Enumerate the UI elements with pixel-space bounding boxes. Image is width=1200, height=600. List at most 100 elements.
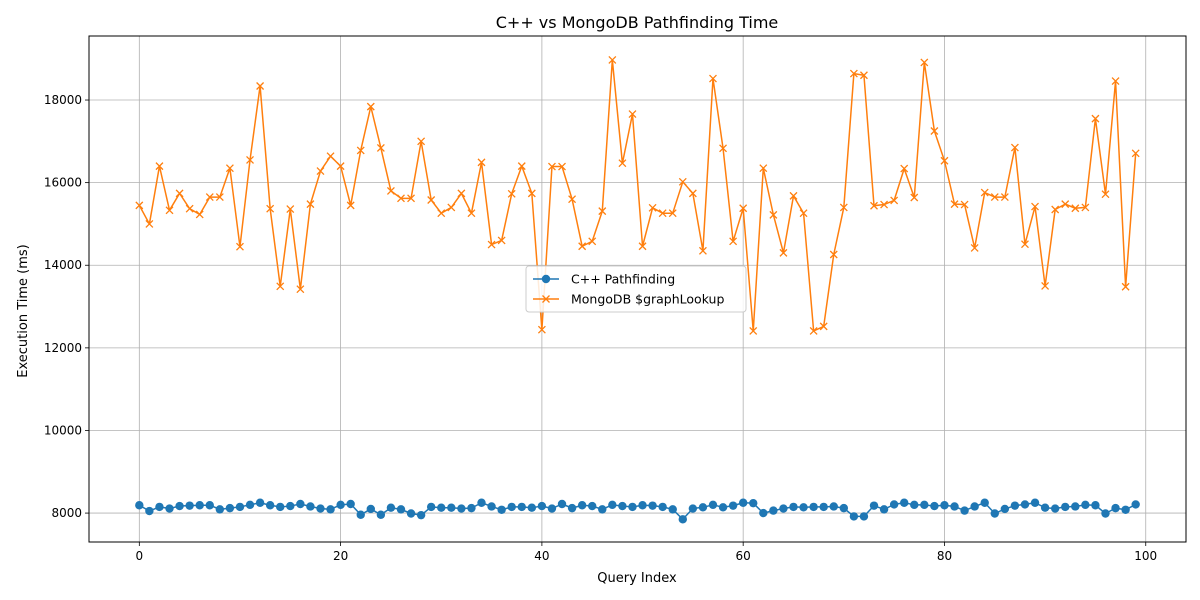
- series-group: [135, 55, 1140, 524]
- data-point: [1061, 200, 1070, 209]
- data-point: [1041, 281, 1050, 290]
- legend-marker: [542, 295, 550, 303]
- data-point: [920, 500, 929, 510]
- data-point: [779, 248, 788, 257]
- data-point: [547, 504, 557, 513]
- data-point: [286, 205, 295, 214]
- data-point: [729, 237, 738, 246]
- data-point: [507, 189, 516, 198]
- data-point: [910, 193, 919, 202]
- data-point: [628, 110, 637, 119]
- data-point: [869, 501, 879, 510]
- data-point: [738, 498, 748, 507]
- y-tick-label: 16000: [44, 176, 82, 190]
- data-point: [155, 162, 164, 171]
- data-point: [708, 500, 718, 510]
- data-point: [1050, 504, 1060, 513]
- data-point: [658, 209, 667, 218]
- legend-label: MongoDB $graphLookup: [571, 292, 724, 307]
- data-point: [638, 242, 647, 251]
- data-point: [1000, 193, 1009, 202]
- data-point: [366, 102, 375, 111]
- data-point: [316, 504, 325, 513]
- data-point: [487, 502, 496, 511]
- data-point: [698, 503, 708, 512]
- data-point: [477, 158, 486, 167]
- data-point: [426, 502, 436, 512]
- data-point: [205, 193, 214, 202]
- data-point: [668, 505, 677, 514]
- data-point: [1061, 502, 1070, 512]
- data-point: [870, 201, 878, 210]
- data-point: [316, 167, 325, 176]
- data-point: [557, 499, 567, 509]
- data-point: [356, 510, 365, 519]
- data-point: [648, 501, 657, 510]
- data-point: [678, 515, 687, 524]
- data-point: [457, 189, 466, 198]
- data-point: [245, 500, 255, 510]
- data-point: [950, 502, 959, 511]
- data-point: [1051, 205, 1060, 214]
- data-point: [769, 506, 778, 515]
- data-point: [618, 501, 627, 511]
- data-point: [809, 502, 818, 512]
- data-point: [397, 194, 405, 203]
- data-point: [427, 196, 436, 204]
- data-point: [889, 500, 899, 509]
- data-point: [286, 501, 295, 511]
- data-point: [1020, 500, 1030, 509]
- data-point: [799, 503, 808, 512]
- data-point: [688, 189, 697, 198]
- data-point: [558, 162, 566, 171]
- y-axis-label: Execution Time (ms): [16, 244, 31, 377]
- data-point: [296, 499, 305, 509]
- plot-frame: [88, 35, 1187, 543]
- data-point: [336, 162, 345, 171]
- data-point: [789, 191, 798, 200]
- data-point: [537, 501, 547, 511]
- data-point: [356, 146, 365, 155]
- data-point: [437, 209, 446, 218]
- x-tick-label: 40: [534, 549, 549, 563]
- data-point: [185, 501, 194, 510]
- data-point: [396, 505, 406, 514]
- data-point: [296, 285, 305, 294]
- data-point: [326, 505, 335, 514]
- data-point: [195, 210, 204, 219]
- data-point: [849, 69, 858, 78]
- data-point: [517, 502, 526, 512]
- data-point: [336, 500, 345, 510]
- data-point: [376, 143, 385, 152]
- data-point: [517, 162, 526, 171]
- data-point: [839, 503, 849, 513]
- data-point: [487, 240, 496, 249]
- x-tick-label: 20: [333, 549, 348, 563]
- data-point: [718, 503, 728, 512]
- data-point: [306, 200, 315, 209]
- data-point: [950, 200, 959, 209]
- data-point: [628, 502, 637, 512]
- data-point: [266, 204, 275, 213]
- data-point: [779, 504, 788, 513]
- data-point: [749, 326, 758, 335]
- data-point: [537, 325, 546, 334]
- data-point: [990, 509, 999, 518]
- data-point: [769, 210, 778, 219]
- data-point: [618, 159, 627, 168]
- data-point: [1030, 498, 1040, 507]
- data-point: [608, 55, 617, 64]
- data-point: [346, 201, 355, 210]
- data-point: [819, 322, 828, 331]
- data-point: [759, 164, 768, 173]
- data-point: [195, 501, 204, 510]
- data-point: [990, 193, 999, 202]
- data-point: [1071, 502, 1080, 511]
- data-point: [1031, 202, 1039, 211]
- data-point: [225, 164, 234, 173]
- data-point: [386, 186, 395, 195]
- x-tick-label: 100: [1134, 549, 1157, 563]
- legend-marker: [541, 274, 551, 284]
- data-point: [709, 74, 717, 83]
- data-point: [1131, 149, 1140, 158]
